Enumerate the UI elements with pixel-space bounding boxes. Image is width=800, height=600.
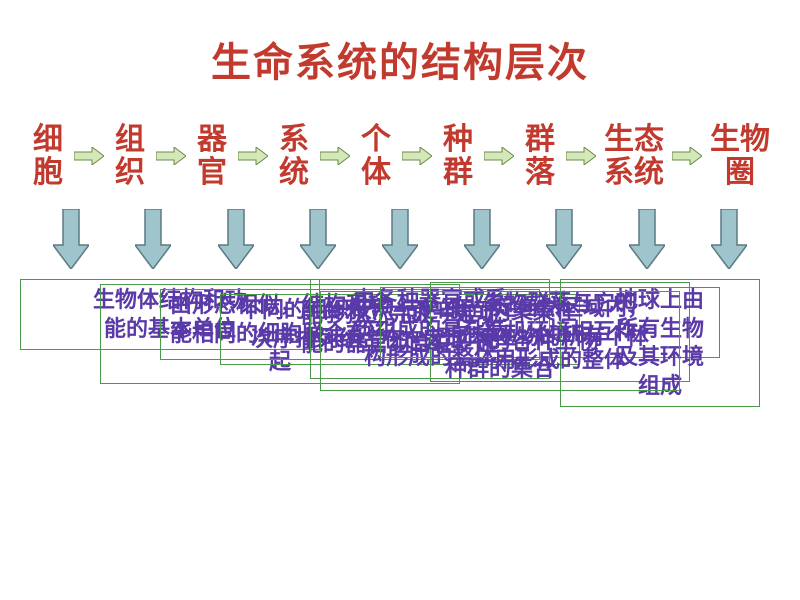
levels-row: 细胞 组织 器官 系统 个体 种群 群落 生态系统 生物圈 [0, 123, 800, 189]
level-item: 生态系统 [602, 123, 666, 189]
right-arrow-icon [238, 147, 268, 165]
down-arrow-icon [135, 209, 171, 269]
level-item: 系统 [274, 123, 314, 189]
right-arrow-icon [74, 147, 104, 165]
description-line: 同一时间内聚集在一 [325, 298, 675, 327]
down-arrow-icon [711, 209, 747, 269]
down-arrow-icon [300, 209, 336, 269]
down-arrow-icon [546, 209, 582, 269]
level-char: 细 [28, 123, 68, 156]
level-char: 群 [438, 156, 478, 189]
level-char: 生态 [602, 123, 666, 156]
level-char: 胞 [28, 156, 68, 189]
level-char: 织 [110, 156, 150, 189]
down-arrow-icon [53, 209, 89, 269]
level-char: 统 [274, 156, 314, 189]
level-char: 落 [520, 156, 560, 189]
level-char: 群 [520, 123, 560, 156]
level-char: 官 [192, 156, 232, 189]
down-arrow-icon [629, 209, 665, 269]
down-arrow-icon [464, 209, 500, 269]
level-char: 生物 [708, 123, 772, 156]
level-item: 细胞 [28, 123, 68, 189]
level-item: 群落 [520, 123, 560, 189]
page-title: 生命系统的结构层次 [0, 0, 800, 88]
level-item: 组织 [110, 123, 150, 189]
down-arrow-icon [382, 209, 418, 269]
right-arrow-icon [484, 147, 514, 165]
level-char: 组 [110, 123, 150, 156]
level-item: 器官 [192, 123, 232, 189]
descriptions-area: 生物体结构和功能的基本单位由形态相似，结构和功能相同的细胞联合在一起不同的组织按… [0, 279, 800, 459]
level-char: 系 [274, 123, 314, 156]
level-char: 个 [356, 123, 396, 156]
description-line: 种群的集合 [325, 355, 675, 384]
description-box: 同一时间内聚集在一定区域中的各种生物种群的集合 [320, 291, 680, 391]
description-line: 定区域中的各种生物 [325, 327, 675, 356]
level-item: 生物圈 [708, 123, 772, 189]
level-item: 种群 [438, 123, 478, 189]
right-arrow-icon [402, 147, 432, 165]
level-char: 系统 [602, 156, 666, 189]
level-char: 圈 [708, 156, 772, 189]
level-char: 种 [438, 123, 478, 156]
right-arrow-icon [566, 147, 596, 165]
down-arrows-row [0, 209, 800, 269]
level-item: 个体 [356, 123, 396, 189]
right-arrow-icon [156, 147, 186, 165]
level-char: 体 [356, 156, 396, 189]
level-char: 器 [192, 123, 232, 156]
right-arrow-icon [320, 147, 350, 165]
down-arrow-icon [218, 209, 254, 269]
right-arrow-icon [672, 147, 702, 165]
